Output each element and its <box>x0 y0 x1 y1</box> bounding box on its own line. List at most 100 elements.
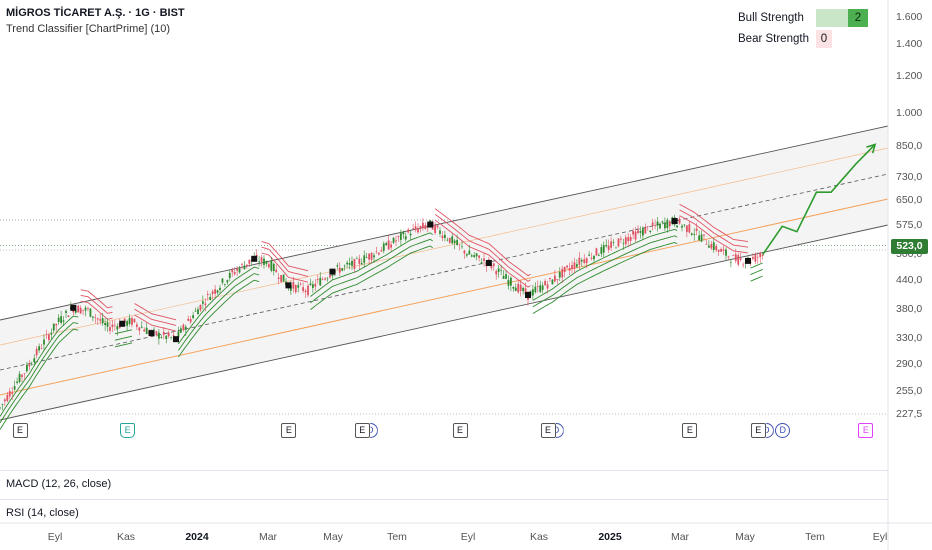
candle-body <box>395 240 397 242</box>
time-tick-label: Eyl <box>460 531 476 543</box>
last-price-label: 523,0 <box>891 238 928 254</box>
candle-body <box>248 259 251 264</box>
candle-body <box>157 332 160 339</box>
candle-body <box>390 244 393 248</box>
channel-lower-line <box>0 224 889 421</box>
candle-body <box>502 276 505 279</box>
candle-body <box>277 277 280 279</box>
pivot-marker <box>70 304 77 311</box>
price-tick-label: 255,0 <box>896 384 923 397</box>
earnings-marker[interactable]: E <box>540 423 556 438</box>
candle-body <box>693 233 696 235</box>
earnings-marker[interactable]: E <box>682 423 698 438</box>
candle-body <box>512 287 515 289</box>
candle-body <box>661 221 664 223</box>
candle-body <box>683 224 686 226</box>
candle-body <box>607 245 610 250</box>
candle-body <box>463 250 466 254</box>
candle-body <box>221 278 224 283</box>
macd-pane-separator[interactable] <box>0 470 888 471</box>
candle-body <box>355 258 358 259</box>
candle-body <box>338 267 341 273</box>
candle-body <box>145 327 148 334</box>
pivot-marker <box>485 259 492 266</box>
candle-body <box>204 303 207 306</box>
candle-body <box>478 255 481 258</box>
earnings-marker[interactable]: E <box>281 423 297 438</box>
candle-body <box>700 234 703 242</box>
time-tick-label: May <box>735 531 755 543</box>
candle-body <box>348 263 351 265</box>
candle-body <box>131 318 133 325</box>
price-tick-label: 227,5 <box>896 407 923 420</box>
bull-strength-fill <box>816 8 848 27</box>
candle-body <box>595 248 598 256</box>
candle-body <box>646 226 649 227</box>
candle-body <box>659 223 661 229</box>
earnings-marker[interactable]: E <box>354 423 370 438</box>
macd-pane-label[interactable]: MACD (12, 26, close) <box>6 478 112 490</box>
candle-body <box>192 315 195 319</box>
price-tick-label: 575,0 <box>896 219 923 232</box>
dividend-marker[interactable]: D <box>775 423 791 438</box>
candle-body <box>663 222 666 229</box>
candle-body <box>272 263 275 272</box>
candle-body <box>590 257 593 259</box>
candle-body <box>219 287 221 290</box>
earnings-marker[interactable]: E <box>12 423 28 438</box>
bear-trend-band <box>134 308 177 326</box>
candle-body <box>82 309 85 311</box>
candle-body <box>490 265 493 268</box>
candle-body <box>111 324 114 328</box>
earnings-marker[interactable]: E <box>750 423 766 438</box>
candle-body <box>370 252 373 260</box>
candle-body <box>487 259 490 260</box>
candle-body <box>94 317 97 318</box>
candle-body <box>522 287 525 291</box>
candle-body <box>167 332 170 337</box>
candle-body <box>162 331 165 335</box>
candle-body <box>421 222 424 229</box>
time-tick-label: Tem <box>805 531 825 543</box>
candle-body <box>649 230 652 233</box>
candle-body <box>201 301 204 304</box>
candle-body <box>316 279 319 281</box>
earnings-marker[interactable]: E <box>858 423 874 438</box>
candle-body <box>751 257 754 259</box>
candle-body <box>101 318 104 324</box>
candle-body <box>375 251 378 253</box>
candle-body <box>688 224 691 233</box>
candle-body <box>553 275 556 282</box>
candle-body <box>99 319 102 321</box>
earnings-marker[interactable]: E <box>120 423 136 438</box>
candle-body <box>160 336 163 338</box>
channel-lower-inner-line <box>0 198 889 396</box>
rsi-pane-separator[interactable] <box>0 499 888 500</box>
candle-body <box>172 335 175 337</box>
candle-body <box>282 274 285 282</box>
candle-body <box>742 264 745 266</box>
candle-body <box>531 289 534 296</box>
bull-trend-band <box>310 238 433 304</box>
bear-trend-band <box>134 303 177 321</box>
earnings-marker[interactable]: E <box>452 423 468 438</box>
candle-body <box>77 305 80 313</box>
symbol-title: MİGROS TİCARET A.Ş. · 1G · BIST <box>6 7 185 19</box>
time-tick-label: 2025 <box>598 531 622 543</box>
candle-body <box>624 237 627 245</box>
bear-strength-value: 0 <box>816 29 832 48</box>
candle-body <box>324 278 327 280</box>
candle-body <box>197 309 199 315</box>
rsi-pane-label[interactable]: RSI (14, close) <box>6 507 79 519</box>
candle-body <box>87 308 89 310</box>
candle-body <box>258 261 261 263</box>
candle-body <box>211 291 214 294</box>
candle-body <box>593 255 595 260</box>
candle-body <box>165 335 168 339</box>
candle-body <box>55 323 58 326</box>
candle-body <box>67 315 70 318</box>
candle-body <box>209 296 212 300</box>
bull-strength-bar: 2 <box>816 8 868 27</box>
indicator-label[interactable]: Trend Classifier [ChartPrime] (10) <box>6 23 171 35</box>
